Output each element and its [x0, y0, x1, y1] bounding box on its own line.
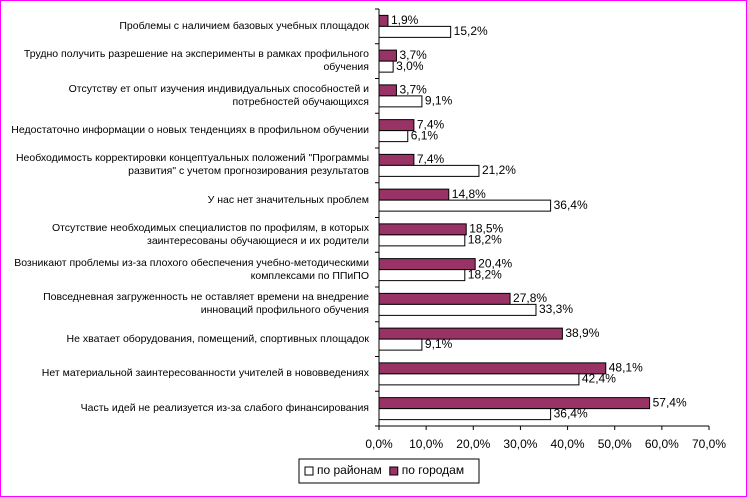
value-label: 38,9% [565, 326, 599, 340]
value-label: 9,1% [425, 337, 453, 351]
bar [378, 84, 397, 97]
value-label: 20,4% [478, 256, 512, 270]
value-label: 36,4% [554, 406, 588, 420]
value-label: 33,3% [539, 302, 573, 316]
bar [378, 60, 394, 73]
bar [378, 327, 563, 340]
bar [378, 234, 466, 247]
bar [378, 362, 607, 375]
legend-label: по городам [402, 463, 464, 477]
bar [378, 303, 537, 316]
value-label: 18,5% [469, 222, 503, 236]
category-label: Отсутству ет опыт изучения индивидуальны… [68, 82, 369, 108]
legend-box [298, 458, 480, 484]
value-label: 7,4% [417, 152, 445, 166]
x-tick-label: 10,0% [409, 437, 443, 451]
bar [378, 292, 511, 305]
category-label: Часть идей не реализуется из-за слабого … [80, 402, 369, 415]
value-label: 36,4% [554, 198, 588, 212]
bar [378, 223, 467, 236]
value-label: 27,8% [513, 291, 547, 305]
value-label: 7,4% [417, 117, 445, 131]
x-tick-label: 30,0% [503, 437, 537, 451]
legend-marker [389, 466, 399, 476]
x-tick-label: 50,0% [598, 437, 632, 451]
bar [378, 199, 552, 212]
value-label: 3,7% [399, 83, 427, 97]
x-tick-label: 40,0% [551, 437, 585, 451]
value-label: 21,2% [482, 163, 516, 177]
value-label: 6,1% [411, 128, 439, 142]
bar [378, 188, 450, 201]
value-label: 14,8% [452, 187, 486, 201]
bar [378, 14, 389, 27]
x-tick-label: 20,0% [456, 437, 490, 451]
bar [378, 397, 651, 410]
value-label: 18,2% [468, 267, 502, 281]
category-label: Не хватает оборудования, помещений, спор… [66, 332, 369, 345]
bar [378, 49, 397, 62]
value-label: 15,2% [454, 24, 488, 38]
value-label: 48,1% [609, 361, 643, 375]
x-tick-label: 70,0% [692, 437, 726, 451]
bar [378, 373, 580, 386]
category-label: Отсутствие необходимых специалистов по п… [51, 221, 369, 247]
category-label: У нас нет значительных проблем [207, 193, 369, 206]
category-label: Нет материальной заинтересованности учит… [41, 367, 369, 380]
value-label: 3,7% [399, 48, 427, 62]
category-label: Трудно получить разрешение на эксперимен… [23, 48, 369, 74]
value-label: 3,0% [396, 59, 424, 73]
bar [378, 269, 466, 282]
x-tick-label: 60,0% [645, 437, 679, 451]
bar [378, 153, 415, 166]
value-label: 42,4% [582, 372, 616, 386]
category-label: Необходимость корректировки концептуальн… [15, 152, 369, 178]
x-tick-label: 0,0% [365, 437, 393, 451]
category-label: Недостаточно информации о новых тенденци… [11, 124, 369, 137]
value-label: 18,2% [468, 233, 502, 247]
bar [378, 258, 476, 271]
legend-label: по районам [317, 463, 382, 477]
category-label: Проблемы с наличием базовых учебных площ… [119, 19, 369, 32]
bar [378, 408, 552, 421]
bar [378, 119, 415, 132]
legend-marker [304, 466, 314, 476]
bar [378, 95, 423, 108]
value-label: 57,4% [653, 395, 687, 409]
value-label: 9,1% [425, 94, 453, 108]
bar [378, 130, 409, 143]
category-label: Повседневная загруженность не оставляет … [43, 291, 369, 317]
value-label: 1,9% [391, 13, 419, 27]
bar [378, 25, 452, 38]
category-label: Возникают проблемы из-за плохого обеспеч… [14, 256, 369, 282]
bar [378, 338, 423, 351]
bar [378, 164, 480, 177]
